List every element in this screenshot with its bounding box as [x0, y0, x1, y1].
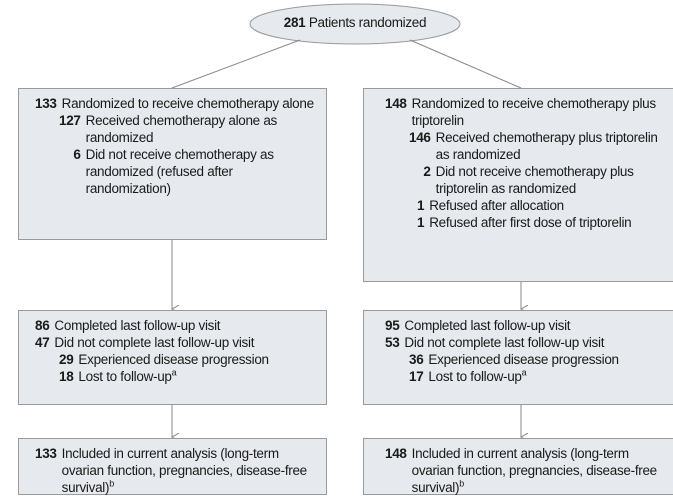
item-text: Did not receive chemotherapy as randomiz… — [86, 146, 320, 197]
branch-line — [171, 39, 301, 89]
label: Experienced disease progression — [428, 352, 619, 367]
count: 6 — [73, 147, 81, 162]
label: Received chemotherapy alone as randomize… — [85, 113, 278, 145]
item-text: Did not complete last follow-up visit — [404, 334, 667, 351]
label: Did not complete last follow-up visit — [404, 335, 605, 350]
label: Lost to follow-up — [78, 369, 172, 384]
item-list: 133 Included in current analysis (long-te… — [35, 445, 320, 496]
followup-box: 95 Completed last follow-up visit 53 Did no… — [363, 310, 673, 405]
count: 95 — [385, 318, 400, 333]
item-text: Included in current analysis (long-term … — [412, 445, 667, 496]
count: 47 — [35, 335, 50, 350]
allocation-box: 148 Randomized to receive chemotherapy pl… — [363, 88, 673, 282]
label: Did not receive chemotherapy plus tripto… — [435, 164, 634, 196]
item-text: Randomized to receive chemotherapy plus … — [412, 95, 667, 129]
item-text: Received chemotherapy alone as randomize… — [86, 112, 320, 146]
item-text: Included in current analysis (long-term … — [62, 445, 320, 496]
count: 1 — [417, 198, 425, 213]
footnote-mark: b — [459, 478, 464, 489]
sub-list: 127 Received chemotherapy alone as random… — [59, 112, 320, 197]
item-text: Did not receive chemotherapy plus tripto… — [436, 163, 667, 197]
followup-box: 86 Completed last follow-up visit 47 Did no… — [18, 310, 327, 405]
label: Refused after first dose of triptorelin — [429, 215, 632, 230]
footnote-mark: b — [109, 478, 114, 489]
count: 36 — [409, 352, 424, 367]
allocation-box: 133 Randomized to receive chemotherapy al… — [18, 88, 327, 240]
count: 18 — [59, 369, 74, 384]
item-text: Experienced disease progression — [78, 351, 320, 368]
label: Experienced disease progression — [78, 352, 269, 367]
item-list: 86 Completed last follow-up visit 47 Did no… — [35, 317, 320, 385]
label: Refused after allocation — [429, 198, 564, 213]
count: 148 — [385, 96, 407, 111]
item-text: Completed last follow-up visit — [54, 317, 320, 334]
sub-list: 146 Received chemotherapy plus triptoreli… — [409, 129, 667, 231]
label: Received chemotherapy plus triptorelin a… — [435, 130, 658, 162]
item-text: Lost to follow-upa — [78, 368, 320, 385]
label: Randomized to receive chemotherapy alone — [61, 96, 314, 111]
top-ellipse — [249, 3, 461, 45]
item-text: Received chemotherapy plus triptorelin a… — [436, 129, 667, 163]
top-node: 281 Patients randomized — [250, 15, 460, 30]
sub-list: 29 Experienced disease progression 18 Lost … — [59, 351, 320, 385]
count: 86 — [35, 318, 50, 333]
label: Included in current analysis (long-term … — [61, 446, 308, 495]
count: 146 — [409, 130, 431, 145]
item-text: Did not complete last follow-up visit — [54, 334, 320, 351]
count: 148 — [385, 446, 407, 461]
label: Completed last follow-up visit — [54, 318, 221, 333]
item-text: Refused after first dose of triptorelin — [429, 214, 667, 231]
label: Randomized to receive chemotherapy plus … — [411, 96, 656, 128]
item-text: Experienced disease progression — [428, 351, 667, 368]
count: 2 — [423, 164, 431, 179]
label: Included in current analysis (long-term … — [411, 446, 658, 495]
item-text: Refused after allocation — [429, 197, 667, 214]
count: 133 — [35, 446, 57, 461]
analysis-box: 133 Included in current analysis (long-te… — [18, 438, 327, 495]
analysis-box: 148 Included in current analysis (long-te… — [363, 438, 673, 495]
count: 53 — [385, 335, 400, 350]
item-list: 95 Completed last follow-up visit 53 Did no… — [385, 317, 667, 385]
label: Completed last follow-up visit — [404, 318, 571, 333]
label: Lost to follow-up — [428, 369, 522, 384]
count: 133 — [35, 96, 57, 111]
sub-list: 36 Experienced disease progression 17 Lost … — [409, 351, 667, 385]
item-list: 148 Randomized to receive chemotherapy pl… — [385, 95, 667, 231]
label: Did not receive chemotherapy as randomiz… — [85, 147, 274, 196]
count: 127 — [59, 113, 81, 128]
item-list: 133 Randomized to receive chemotherapy al… — [35, 95, 320, 197]
item-text: Lost to follow-upa — [428, 368, 667, 385]
count: 17 — [409, 369, 424, 384]
branch-line — [409, 39, 522, 89]
count: 1 — [417, 215, 425, 230]
item-list: 148 Included in current analysis (long-te… — [385, 445, 667, 496]
item-text: Completed last follow-up visit — [404, 317, 667, 334]
top-label: Patients randomized — [308, 15, 427, 30]
label: Did not complete last follow-up visit — [54, 335, 255, 350]
item-text: Randomized to receive chemotherapy alone — [62, 95, 320, 112]
sub-list: 1 Refused after allocation 1 Refused after … — [417, 197, 667, 231]
footnote-mark: a — [521, 367, 527, 378]
top-number: 281 — [283, 15, 306, 30]
footnote-mark: a — [171, 367, 177, 378]
count: 29 — [59, 352, 74, 367]
